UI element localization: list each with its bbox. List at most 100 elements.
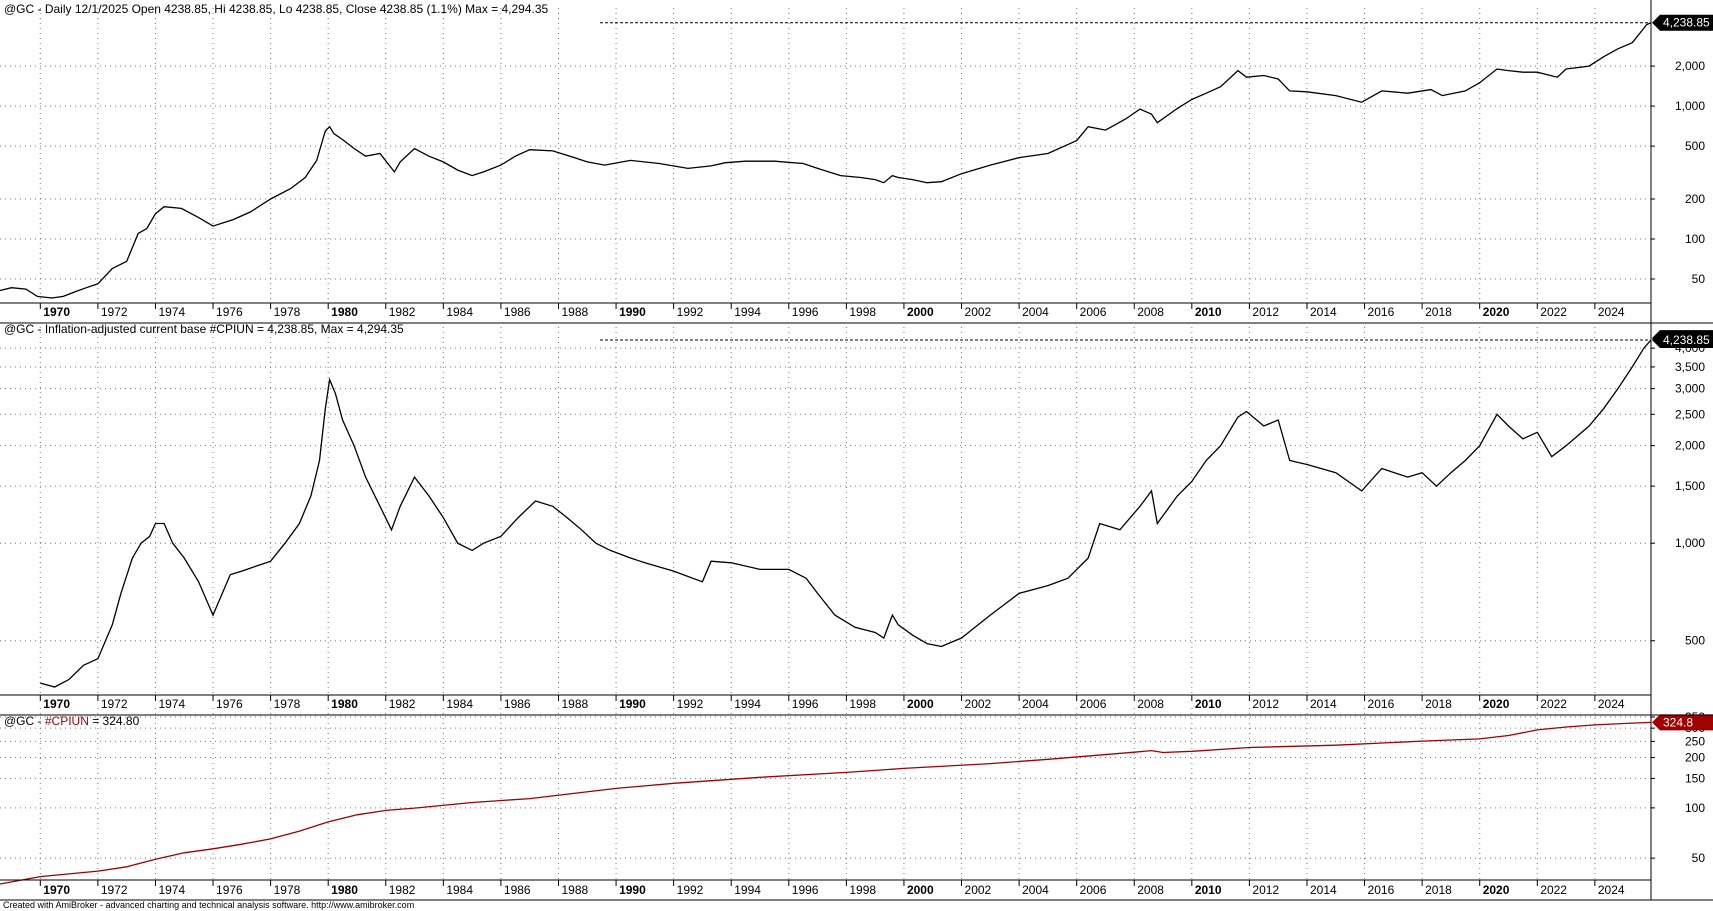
x-tick-label: 2022 [1540, 883, 1567, 897]
x-tick-label: 2006 [1080, 697, 1107, 711]
x-tick-label: 1970 [43, 305, 70, 319]
y-tick-label: 500 [1685, 634, 1705, 648]
inflation-adjusted-panel: @GC - Inflation-adjusted current base #C… [0, 322, 1713, 711]
x-tick-label: 2002 [965, 697, 992, 711]
x-tick-label: 1994 [734, 883, 761, 897]
y-tick-label: 500 [1685, 139, 1705, 153]
x-tick-label: 2018 [1425, 305, 1452, 319]
x-tick-label: 1986 [504, 883, 531, 897]
price-badges: 4,238.85 [1652, 14, 1713, 31]
x-tick-label: 1992 [677, 883, 704, 897]
x-tick-label: 2008 [1137, 697, 1164, 711]
x-tick-label: 1982 [389, 883, 416, 897]
price-x-axis: 1970 1972 1974 1976 1978 1980 1982 1984 1986 1988… [0, 302, 1651, 319]
x-tick-label: 1970 [43, 883, 70, 897]
x-tick-label: 1970 [43, 697, 70, 711]
x-tick-label: 1974 [158, 305, 185, 319]
gold-price-panel: @GC - Daily 12/1/2025 Open 4238.85, Hi 4… [0, 2, 1713, 319]
x-tick-label: 2014 [1310, 883, 1337, 897]
y-tick-label: 3,000 [1675, 382, 1705, 396]
cpi-x-axis: 1970 1972 1974 1976 1978 1980 1982 1984 1986 1988… [0, 879, 1651, 897]
x-tick-label: 2010 [1195, 697, 1222, 711]
x-tick-label: 1996 [792, 883, 819, 897]
adjusted-badges: 4,294.354,238.85 [1652, 330, 1713, 348]
last-value-badge-label: 4,238.85 [1663, 333, 1710, 347]
last-value-badge-bg [1652, 331, 1713, 348]
y-tick-label: 2,500 [1675, 407, 1705, 421]
x-tick-label: 2002 [965, 883, 992, 897]
x-tick-label: 2006 [1080, 883, 1107, 897]
x-tick-label: 1978 [274, 305, 301, 319]
x-tick-label: 1998 [849, 697, 876, 711]
x-tick-label: 2022 [1540, 697, 1567, 711]
x-tick-label: 1980 [331, 883, 358, 897]
x-tick-label: 1990 [619, 305, 646, 319]
x-tick-label: 1976 [216, 883, 243, 897]
x-tick-label: 1992 [677, 305, 704, 319]
x-tick-label: 1978 [274, 697, 301, 711]
price-panel-title: @GC - Daily 12/1/2025 Open 4238.85, Hi 4… [4, 2, 549, 16]
x-tick-label: 2024 [1598, 697, 1625, 711]
y-tick-label: 100 [1685, 801, 1705, 815]
y-tick-label: 200 [1685, 192, 1705, 206]
y-tick-label: 200 [1685, 751, 1705, 765]
y-tick-label: 100 [1685, 232, 1705, 246]
x-tick-label: 1998 [849, 883, 876, 897]
y-tick-label: 2,000 [1675, 59, 1705, 73]
x-tick-label: 2014 [1310, 305, 1337, 319]
last-value-badge-bg [1652, 14, 1713, 31]
x-tick-label: 2012 [1252, 883, 1279, 897]
y-tick-label: 250 [1685, 734, 1705, 748]
x-tick-label: 2020 [1483, 697, 1510, 711]
x-tick-label: 2008 [1137, 305, 1164, 319]
x-tick-label: 1996 [792, 697, 819, 711]
cpi-panel-title: @GC - #CPIUN = 324.80 [4, 714, 140, 728]
x-tick-label: 1984 [446, 305, 473, 319]
last-value-badge-label: 4,238.85 [1663, 16, 1710, 30]
x-tick-label: 2016 [1368, 305, 1395, 319]
x-tick-label: 2024 [1598, 883, 1625, 897]
y-tick-label: 3,500 [1675, 360, 1705, 374]
x-tick-label: 1980 [331, 697, 358, 711]
y-tick-label: 50 [1692, 851, 1706, 865]
cpi-badges: 324.8 [1652, 714, 1713, 731]
x-tick-label: 1982 [389, 305, 416, 319]
x-tick-label: 2022 [1540, 305, 1567, 319]
x-tick-label: 1986 [504, 697, 531, 711]
x-tick-label: 2024 [1598, 305, 1625, 319]
last-value-badge-label: 324.8 [1663, 715, 1693, 729]
y-tick-label: 1,000 [1675, 536, 1705, 550]
x-tick-label: 1996 [792, 305, 819, 319]
adjusted-grid [0, 327, 1651, 695]
y-tick-label: 150 [1685, 771, 1705, 785]
x-tick-label: 1978 [274, 883, 301, 897]
x-tick-label: 1984 [446, 697, 473, 711]
cpi-y-axis: 50100150200250300350 [1651, 710, 1705, 865]
cpi-title-value: = 324.80 [89, 714, 140, 728]
last-value-badge-bg [1652, 714, 1713, 731]
x-tick-label: 2004 [1022, 883, 1049, 897]
x-tick-label: 2004 [1022, 697, 1049, 711]
footer-credit: Created with AmiBroker - advanced charti… [3, 900, 414, 910]
cpi-title-series: #CPIUN [45, 714, 89, 728]
x-tick-label: 2008 [1137, 883, 1164, 897]
x-tick-label: 1974 [158, 697, 185, 711]
y-tick-label: 50 [1692, 272, 1706, 286]
x-tick-label: 2016 [1368, 883, 1395, 897]
x-tick-label: 1982 [389, 697, 416, 711]
x-tick-label: 1986 [504, 305, 531, 319]
x-tick-label: 2010 [1195, 883, 1222, 897]
x-tick-label: 2020 [1483, 883, 1510, 897]
x-tick-label: 2010 [1195, 305, 1222, 319]
x-tick-label: 2018 [1425, 697, 1452, 711]
x-tick-label: 1990 [619, 697, 646, 711]
x-tick-label: 2002 [965, 305, 992, 319]
x-tick-label: 2016 [1368, 697, 1395, 711]
x-tick-label: 1984 [446, 883, 473, 897]
x-tick-label: 1974 [158, 883, 185, 897]
price-grid [0, 8, 1651, 303]
x-tick-label: 2000 [907, 305, 934, 319]
x-tick-label: 2000 [907, 697, 934, 711]
